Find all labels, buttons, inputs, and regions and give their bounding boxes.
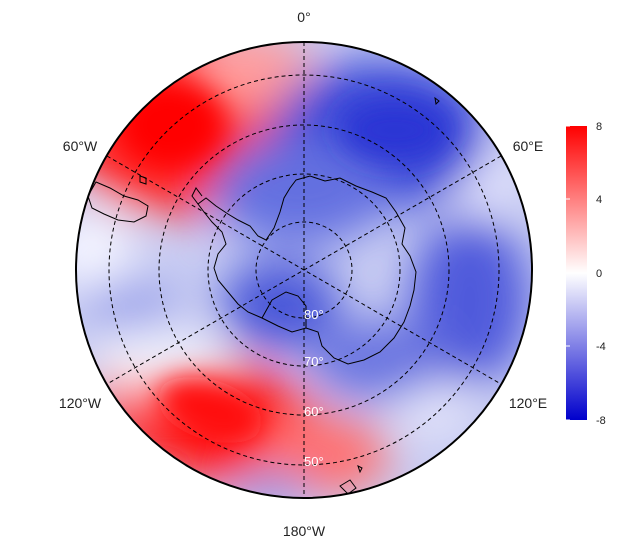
meridian-lines [106,42,502,498]
meridian-label-60e: 60°E [513,138,544,154]
colorbar: 8 4 0 -4 -8 [566,121,606,427]
coastlines [87,96,440,495]
meridian-label-0: 0° [297,9,310,25]
colorbar-gradient [566,126,587,420]
falkland-outline [139,175,147,185]
colorbar-tick-label-0: 0 [596,268,602,280]
latitude-circle-50 [108,74,500,466]
meridian-60w-120e [106,155,502,385]
peninsula-islands [191,187,203,205]
latitude-circle-80 [255,221,353,319]
south-america-tip [87,181,149,223]
latitude-label-80: 80° [304,307,324,322]
latitude-label-60: 60° [304,404,324,419]
ross-ice-shelf-edge [261,291,307,328]
meridian-label-120w: 120°W [59,395,102,411]
colorbar-tick-label-neg4: -4 [596,341,606,353]
latitude-label-70: 70° [304,354,324,369]
sub-antarctic-island-2 [434,96,440,106]
colorbar-tick-label-8: 8 [596,121,602,133]
colorbar-ticks [566,125,570,421]
meridian-label-120e: 120°E [509,395,547,411]
latitude-label-50: 50° [304,454,324,469]
colorbar-tick-label-neg8: -8 [596,415,606,427]
sub-antarctic-island [357,465,363,474]
new-zealand-fragment [339,479,357,495]
meridian-label-180w: 180°W [283,523,326,539]
map-border [75,41,533,499]
anomaly-field [76,42,532,498]
meridian-label-60w: 60°W [63,138,98,154]
antarctica-coastline [197,175,417,365]
colorbar-tick-label-4: 4 [596,194,602,206]
